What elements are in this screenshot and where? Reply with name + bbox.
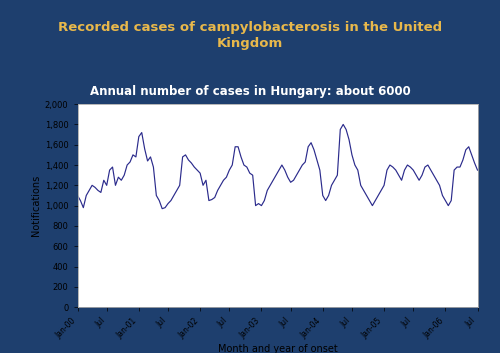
Text: Annual number of cases in Hungary: about 6000: Annual number of cases in Hungary: about… [90,85,410,98]
Text: Recorded cases of campylobacterosis in the United
Kingdom: Recorded cases of campylobacterosis in t… [58,21,442,50]
X-axis label: Month and year of onset: Month and year of onset [218,344,338,353]
Y-axis label: Notifications: Notifications [30,175,40,236]
